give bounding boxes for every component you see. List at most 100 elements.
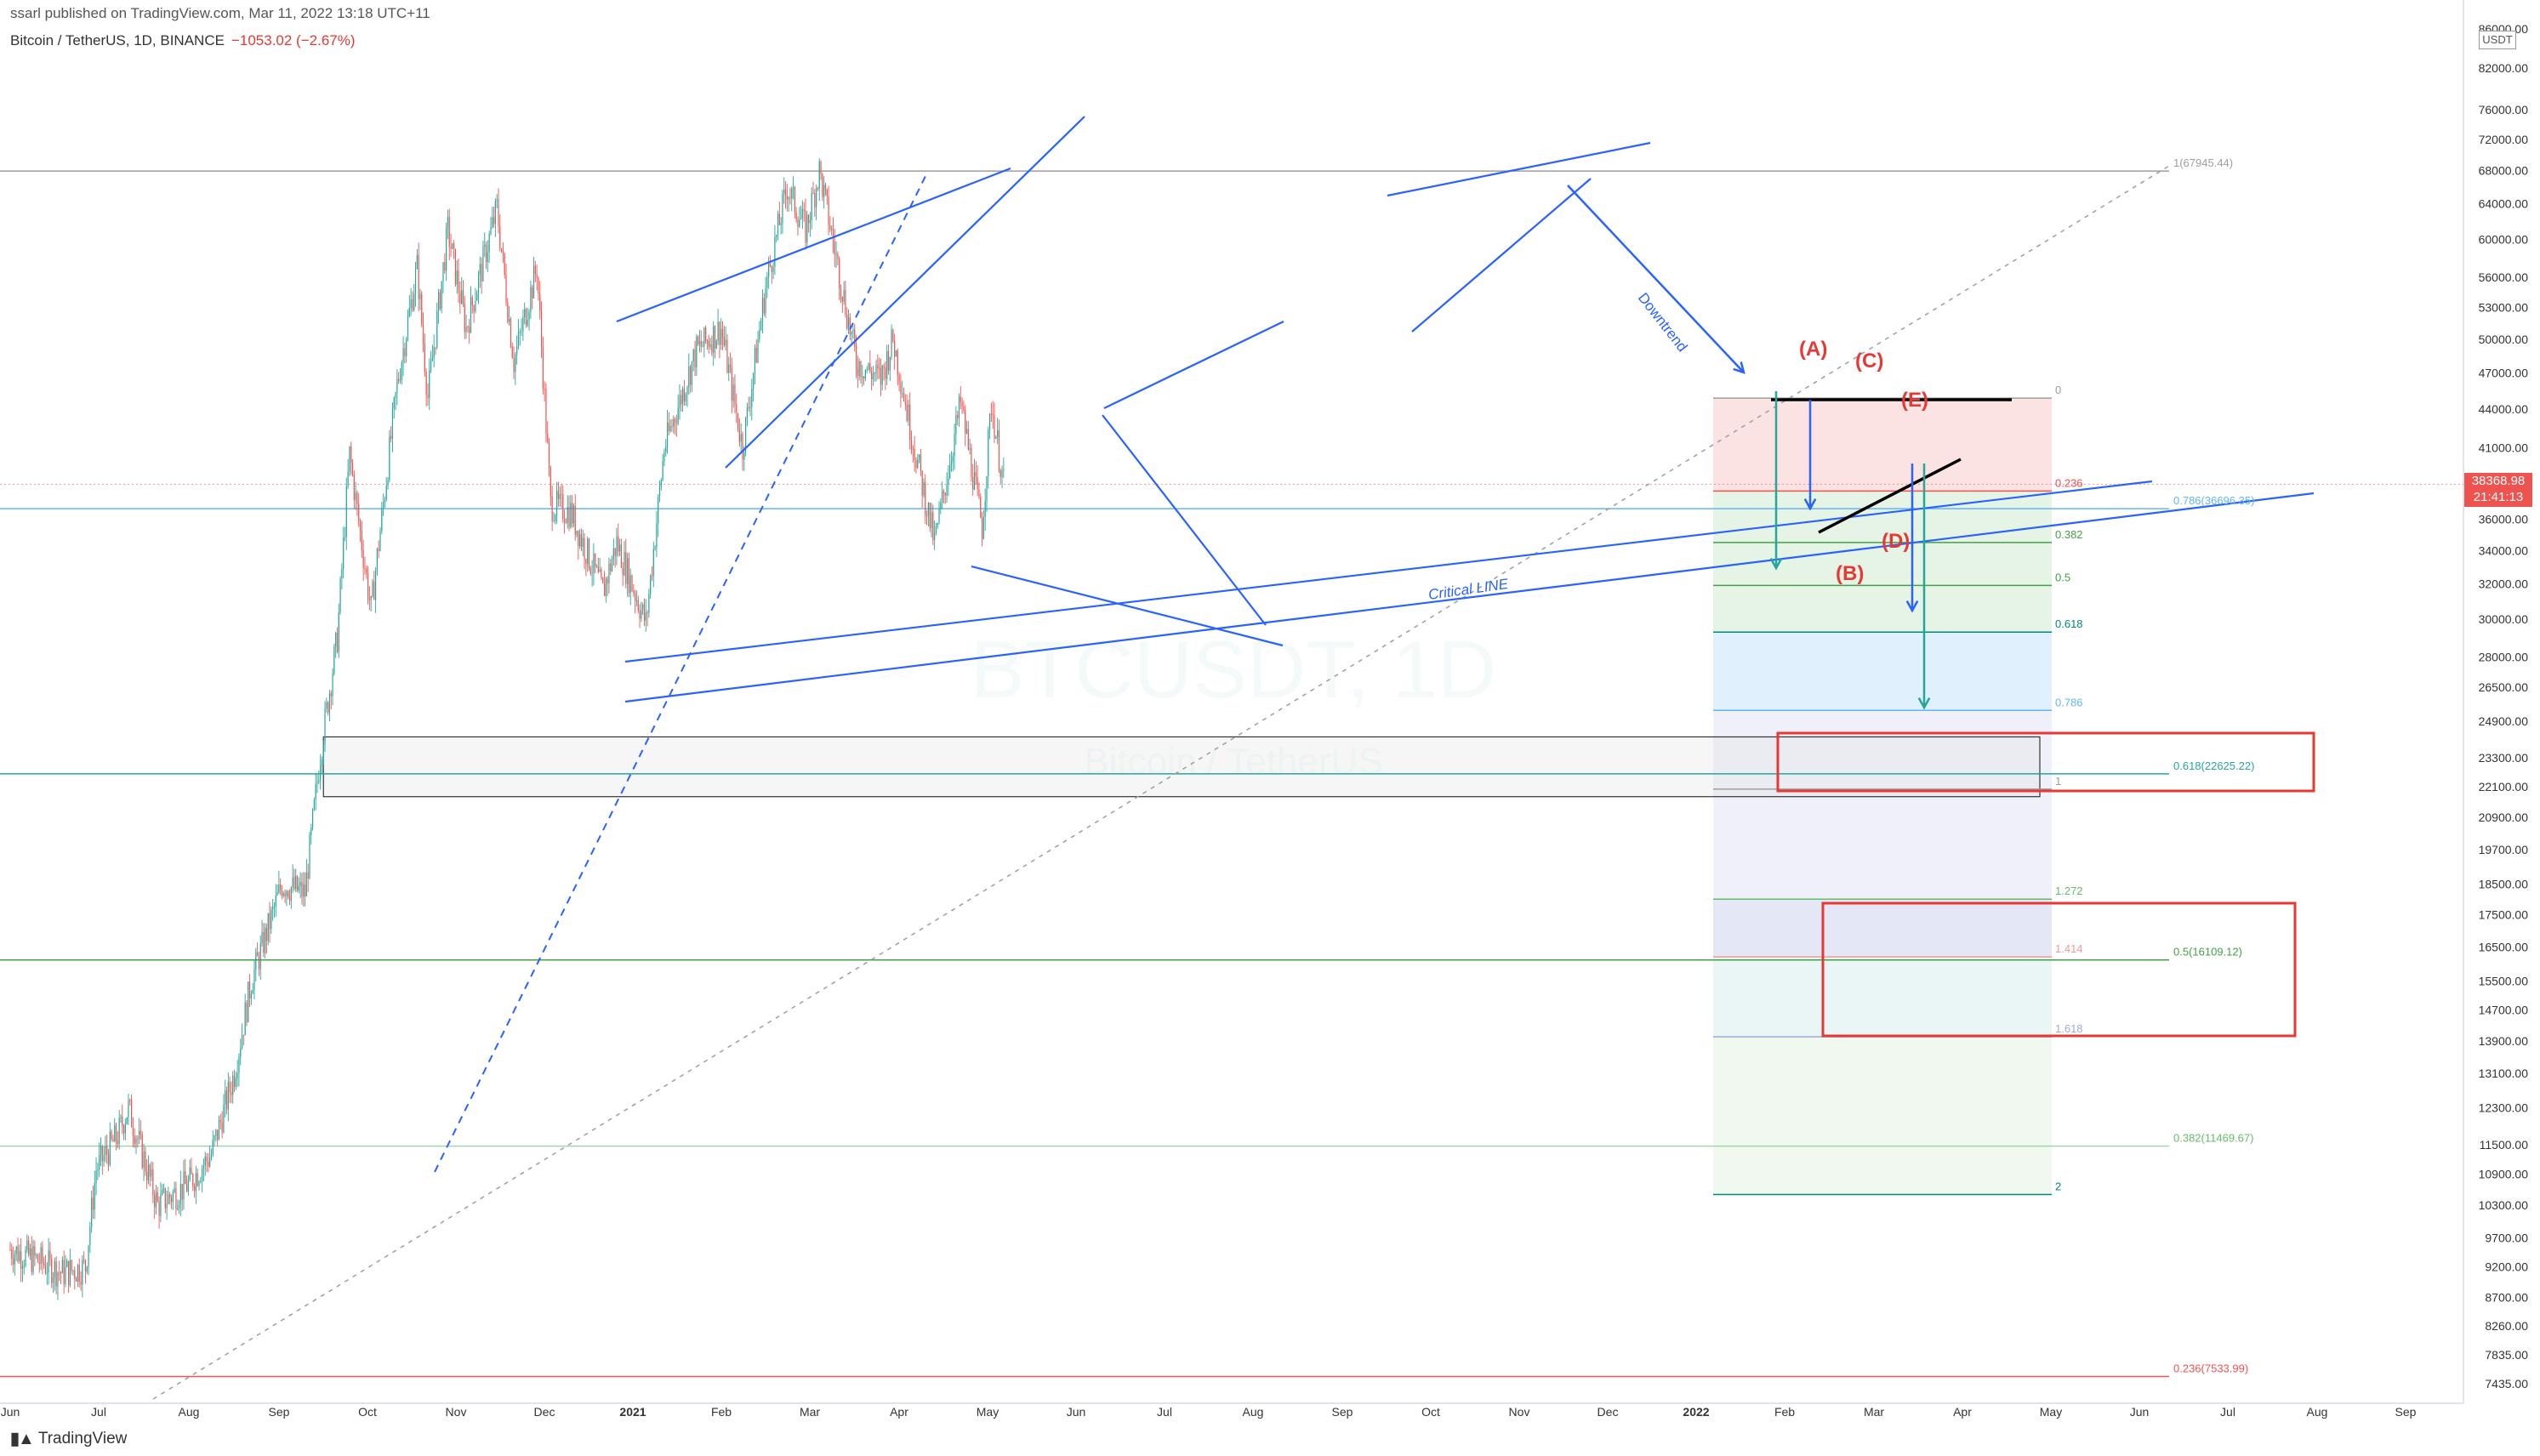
price-tick-label[interactable]: 8700.00 xyxy=(2485,1291,2528,1305)
candle-body xyxy=(881,365,883,385)
time-tick-label[interactable]: Feb xyxy=(711,1405,732,1419)
price-tick-label[interactable]: 22100.00 xyxy=(2479,780,2529,793)
time-tick-label[interactable]: Apr xyxy=(1953,1405,1972,1419)
price-tick-label[interactable]: 7435.00 xyxy=(2485,1377,2528,1391)
candle-body xyxy=(295,876,297,890)
candle-body xyxy=(690,367,692,385)
candle-body xyxy=(548,442,550,469)
price-tick-label[interactable]: 13900.00 xyxy=(2479,1034,2529,1048)
candle-body xyxy=(267,913,269,941)
candle-body xyxy=(650,575,652,594)
price-tick-label[interactable]: 9700.00 xyxy=(2485,1231,2528,1245)
time-tick-label[interactable]: Apr xyxy=(890,1405,908,1419)
price-tick-label[interactable]: 20900.00 xyxy=(2479,810,2529,824)
price-tick-label[interactable]: 26500.00 xyxy=(2479,680,2529,694)
time-tick-label[interactable]: May xyxy=(2040,1405,2062,1419)
time-tick-label[interactable]: May xyxy=(977,1405,999,1419)
price-tick-label[interactable]: 41000.00 xyxy=(2479,441,2529,455)
candle-body xyxy=(820,161,822,174)
time-tick-label[interactable]: Oct xyxy=(358,1405,377,1419)
price-tick-label[interactable]: 11500.00 xyxy=(2480,1138,2529,1152)
candle-body xyxy=(435,346,436,348)
time-tick-label[interactable]: Dec xyxy=(1597,1405,1619,1419)
price-tick-label[interactable]: 34000.00 xyxy=(2479,543,2529,557)
price-tick-label[interactable]: 23300.00 xyxy=(2479,751,2529,765)
price-tick-label[interactable]: 16500.00 xyxy=(2479,940,2529,953)
price-tick-label[interactable]: 30000.00 xyxy=(2479,612,2529,626)
time-tick-label[interactable]: Jul xyxy=(91,1405,106,1419)
candle-body xyxy=(528,311,530,321)
time-tick-label[interactable]: Jul xyxy=(1157,1405,1172,1419)
currency-badge[interactable]: USDT xyxy=(2479,31,2516,49)
price-tick-label[interactable]: 28000.00 xyxy=(2479,650,2529,663)
tradingview-logo[interactable]: ▮▲ TradingView xyxy=(10,1428,127,1449)
candle-body xyxy=(46,1272,48,1274)
candle-body xyxy=(296,876,299,891)
price-tick-label[interactable]: 53000.00 xyxy=(2479,300,2529,314)
time-axis[interactable]: Jun Jul Aug Sep Oct Nov Dec 2021 Feb Mar Apr May Jun… xyxy=(1,1405,2417,1419)
price-tick-label[interactable]: 18500.00 xyxy=(2479,878,2529,891)
price-axis[interactable]: 86000.0082000.0076000.0072000.0068000.00… xyxy=(2479,22,2529,1391)
price-tick-label[interactable]: 32000.00 xyxy=(2479,577,2529,590)
candle-body xyxy=(540,310,543,347)
time-tick-label[interactable]: Aug xyxy=(179,1405,200,1419)
price-tick-label[interactable]: 44000.00 xyxy=(2479,402,2529,416)
price-tick-label[interactable]: 50000.00 xyxy=(2479,333,2529,346)
candle-body xyxy=(631,575,633,592)
price-tick-label[interactable]: 24900.00 xyxy=(2479,714,2529,728)
price-tick-label[interactable]: 7835.00 xyxy=(2485,1348,2528,1362)
time-tick-label[interactable]: Mar xyxy=(800,1405,820,1419)
time-tick-label[interactable]: Jul xyxy=(2220,1405,2235,1419)
price-tick-label[interactable]: 19700.00 xyxy=(2479,843,2529,856)
time-tick-label[interactable]: Jun xyxy=(2130,1405,2150,1419)
price-tick-label[interactable]: 64000.00 xyxy=(2479,197,2529,211)
time-tick-label[interactable]: Oct xyxy=(1421,1405,1440,1419)
time-tick-label[interactable]: Aug xyxy=(2307,1405,2328,1419)
candle-body xyxy=(175,1188,177,1209)
candle-body xyxy=(181,1183,183,1200)
time-tick-label[interactable]: Sep xyxy=(1332,1405,1353,1419)
time-tick-label[interactable]: Sep xyxy=(269,1405,290,1419)
time-tick-label[interactable]: Jun xyxy=(1,1405,20,1419)
price-tick-label[interactable]: 68000.00 xyxy=(2479,164,2529,178)
price-tick-label[interactable]: 8260.00 xyxy=(2485,1319,2528,1333)
time-tick-label[interactable]: Jun xyxy=(1067,1405,1086,1419)
candle-body xyxy=(854,329,856,347)
time-tick-label[interactable]: 2021 xyxy=(619,1405,646,1419)
candle-body xyxy=(834,242,835,255)
price-tick-label[interactable]: 17500.00 xyxy=(2479,907,2529,921)
price-tick-label[interactable]: 12300.00 xyxy=(2479,1101,2529,1115)
candle-body xyxy=(843,290,845,302)
time-tick-label[interactable]: 2022 xyxy=(1683,1405,1709,1419)
candle-body xyxy=(875,365,877,374)
price-tick-label[interactable]: 10300.00 xyxy=(2479,1198,2529,1212)
candle-body xyxy=(831,229,833,230)
candle-body xyxy=(582,537,584,548)
candle-body xyxy=(232,1075,234,1095)
price-tick-label[interactable]: 60000.00 xyxy=(2479,232,2529,246)
time-tick-label[interactable]: Sep xyxy=(2395,1405,2417,1419)
price-tick-label[interactable]: 76000.00 xyxy=(2479,103,2529,117)
time-tick-label[interactable]: Aug xyxy=(1243,1405,1264,1419)
price-tick-label[interactable]: 14700.00 xyxy=(2479,1004,2529,1017)
price-tick-label[interactable]: 13100.00 xyxy=(2479,1066,2529,1080)
candle-body xyxy=(516,345,518,355)
candle-body xyxy=(923,482,925,496)
price-tick-label[interactable]: 47000.00 xyxy=(2479,367,2529,380)
price-tick-label[interactable]: 10900.00 xyxy=(2479,1167,2529,1180)
price-tick-label[interactable]: 9200.00 xyxy=(2485,1260,2528,1274)
time-tick-label[interactable]: Nov xyxy=(1509,1405,1530,1419)
price-tick-label[interactable]: 82000.00 xyxy=(2479,61,2529,75)
price-tick-label[interactable]: 15500.00 xyxy=(2479,975,2529,988)
price-tick-label[interactable]: 56000.00 xyxy=(2479,270,2529,284)
time-tick-label[interactable]: Mar xyxy=(1864,1405,1884,1419)
drawings xyxy=(152,116,2315,1400)
price-tick-label[interactable]: 36000.00 xyxy=(2479,513,2529,526)
time-tick-label[interactable]: Dec xyxy=(534,1405,555,1419)
symbol-line[interactable]: Bitcoin / TetherUS, 1D, BINANCE −1053.02 … xyxy=(10,32,356,49)
candle-body xyxy=(370,595,372,600)
time-tick-label[interactable]: Feb xyxy=(1774,1405,1795,1419)
price-tick-label[interactable]: 72000.00 xyxy=(2479,133,2529,146)
time-tick-label[interactable]: Nov xyxy=(446,1405,467,1419)
